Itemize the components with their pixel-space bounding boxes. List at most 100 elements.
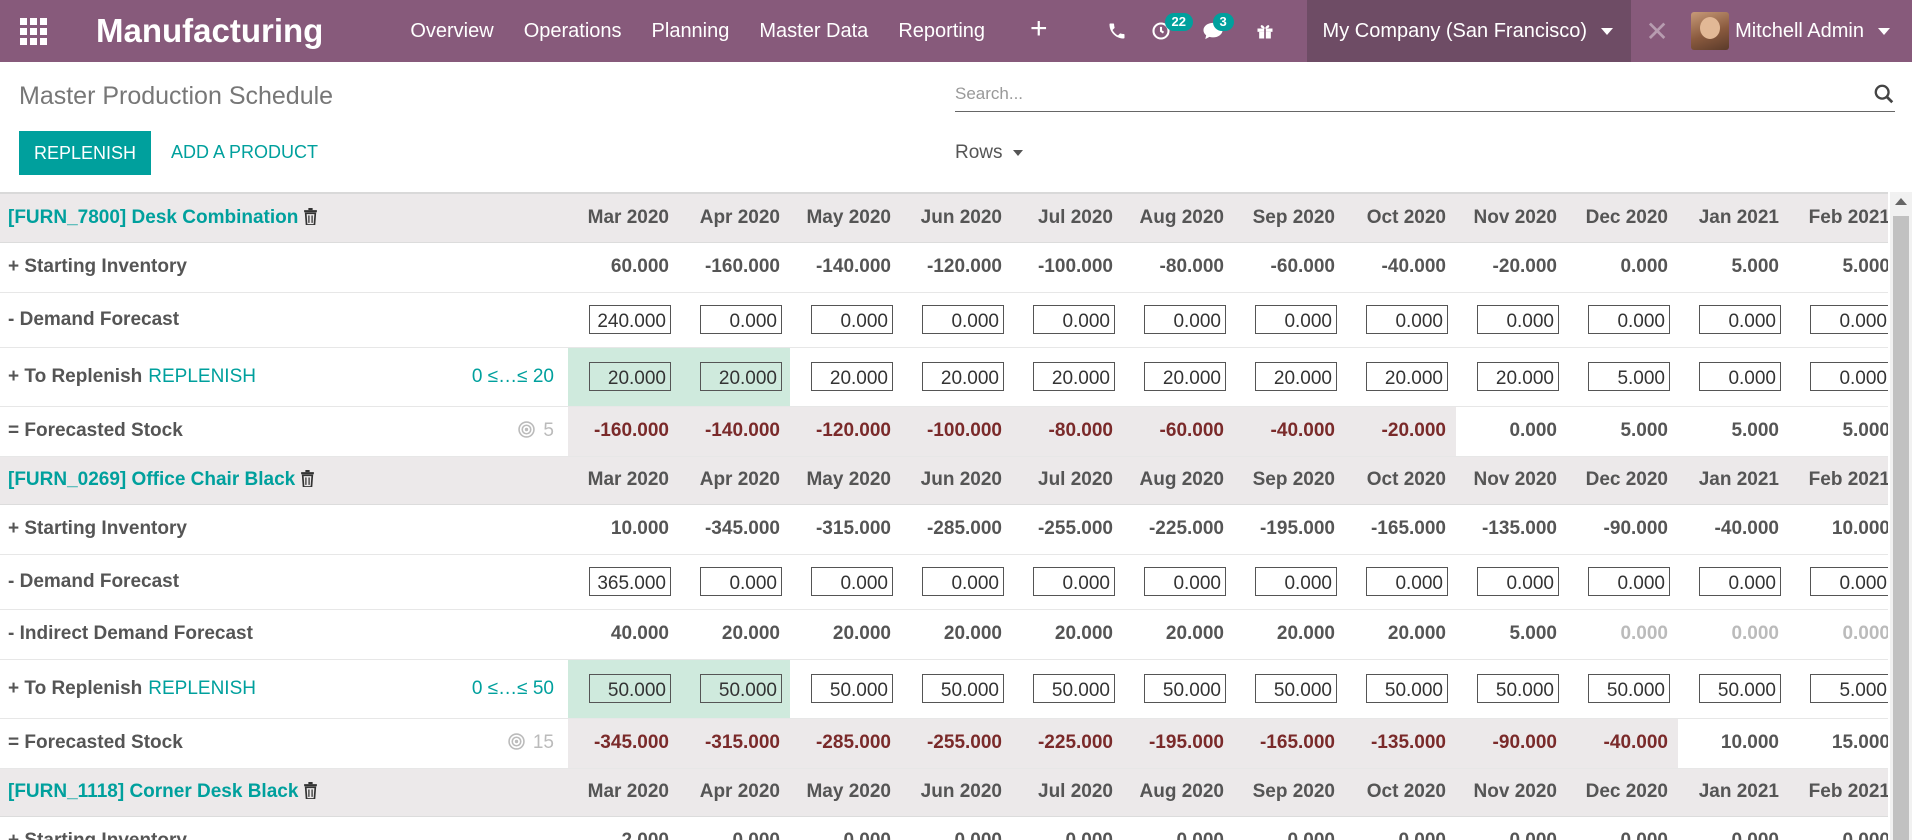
demand-forecast-input[interactable] <box>1588 305 1670 334</box>
product-name-link[interactable]: [FURN_7800] Desk Combination <box>8 206 299 228</box>
product-name-link[interactable]: [FURN_1118] Corner Desk Black <box>8 781 299 802</box>
to-replenish-input[interactable] <box>1366 362 1448 391</box>
forecasted-stock-cell: -40.000 <box>1234 406 1345 457</box>
product-name-link[interactable]: [FURN_0269] Office Chair Black <box>8 469 296 490</box>
demand-forecast-input[interactable] <box>922 567 1004 596</box>
month-header: Aug 2020 <box>1123 456 1234 505</box>
to-replenish-input[interactable] <box>1699 674 1781 703</box>
demand-forecast-input[interactable] <box>1477 305 1559 334</box>
safety-stock: 5 <box>518 420 554 442</box>
starting-inventory-cell: 10.000 <box>1789 504 1888 555</box>
to-replenish-input[interactable] <box>811 362 893 391</box>
to-replenish-input[interactable] <box>1144 674 1226 703</box>
demand-forecast-input[interactable] <box>1144 567 1226 596</box>
to-replenish-input[interactable] <box>1477 674 1559 703</box>
vertical-scrollbar[interactable] <box>1890 192 1912 840</box>
forecasted-stock-cell: -225.000 <box>1012 718 1123 769</box>
demand-forecast-input[interactable] <box>1477 567 1559 596</box>
editable-cell <box>679 554 790 610</box>
to-replenish-input[interactable] <box>811 674 893 703</box>
demand-forecast-input[interactable] <box>1810 567 1888 596</box>
demand-forecast-input[interactable] <box>1588 567 1670 596</box>
menu-planning[interactable]: Planning <box>651 19 730 42</box>
to-replenish-input[interactable] <box>1588 362 1670 391</box>
search-input[interactable] <box>955 78 1835 110</box>
to-replenish-input[interactable] <box>1699 362 1781 391</box>
search-icon[interactable] <box>1873 83 1895 105</box>
to-replenish-input[interactable] <box>700 362 782 391</box>
messages-icon[interactable]: 3 <box>1183 0 1243 62</box>
to-replenish-input[interactable] <box>1033 362 1115 391</box>
gift-icon[interactable] <box>1243 0 1287 62</box>
demand-forecast-input[interactable] <box>1033 567 1115 596</box>
menu-master-data[interactable]: Master Data <box>759 19 869 42</box>
starting-inventory-row: + Starting Inventory 10.000 -345.000 -315.0… <box>0 504 1888 555</box>
to-replenish-input[interactable] <box>1477 362 1559 391</box>
to-replenish-input[interactable] <box>589 362 671 391</box>
to-replenish-input[interactable] <box>589 674 671 703</box>
min-max-bounds[interactable]: 0 ≤…≤ 50 <box>471 677 554 699</box>
user-menu[interactable]: Mitchell Admin <box>1683 0 1912 62</box>
to-replenish-input[interactable] <box>1144 362 1226 391</box>
to-replenish-input[interactable] <box>1255 674 1337 703</box>
demand-forecast-input[interactable] <box>1144 305 1226 334</box>
scroll-thumb[interactable] <box>1893 216 1909 840</box>
row-replenish-link[interactable]: REPLENISH <box>148 365 256 387</box>
activity-clock-icon[interactable]: 22 <box>1139 0 1193 62</box>
phone-icon[interactable] <box>1095 0 1139 62</box>
replenish-button[interactable]: REPLENISH <box>19 131 151 175</box>
add-product-button[interactable]: ADD A PRODUCT <box>171 142 319 162</box>
apps-menu-icon[interactable] <box>0 0 66 62</box>
menu-overview[interactable]: Overview <box>410 19 494 42</box>
to-replenish-input[interactable] <box>1810 362 1888 391</box>
menu-reporting[interactable]: Reporting <box>898 19 986 42</box>
indirect-demand-cell: 0.000 <box>1567 609 1678 660</box>
demand-forecast-input[interactable] <box>1366 305 1448 334</box>
to-replenish-input[interactable] <box>1033 674 1115 703</box>
company-switcher[interactable]: My Company (San Francisco) <box>1306 0 1632 62</box>
demand-forecast-input[interactable] <box>700 305 782 334</box>
demand-forecast-input[interactable] <box>1255 305 1337 334</box>
trash-icon[interactable] <box>303 782 318 799</box>
forecasted-stock-cell: 15.000 <box>1789 718 1888 769</box>
to-replenish-input[interactable] <box>922 674 1004 703</box>
mps-table: [FURN_7800] Desk Combination Mar 2020 Apr … <box>0 194 1888 840</box>
app-title[interactable]: Manufacturing <box>96 12 324 49</box>
demand-forecast-input[interactable] <box>1033 305 1115 334</box>
demand-forecast-input[interactable] <box>1366 567 1448 596</box>
demand-forecast-input[interactable] <box>1255 567 1337 596</box>
demand-forecast-input[interactable] <box>811 567 893 596</box>
starting-inventory-cell: 0.000 <box>1123 816 1234 840</box>
close-x-icon[interactable]: ✕ <box>1645 15 1669 47</box>
demand-forecast-input[interactable] <box>700 567 782 596</box>
row-replenish-link[interactable]: REPLENISH <box>148 677 256 699</box>
to-replenish-input[interactable] <box>1810 674 1888 703</box>
to-replenish-input[interactable] <box>700 674 782 703</box>
month-header: Feb 2021 <box>1789 456 1888 505</box>
indirect-demand-cell: 20.000 <box>901 609 1012 660</box>
demand-forecast-input[interactable] <box>589 567 671 596</box>
to-replenish-input[interactable] <box>1588 674 1670 703</box>
to-replenish-input[interactable] <box>1255 362 1337 391</box>
menu-operations[interactable]: Operations <box>523 19 622 42</box>
editable-cell <box>1123 659 1234 719</box>
scroll-up-icon[interactable] <box>1895 198 1907 205</box>
to-replenish-input[interactable] <box>1366 674 1448 703</box>
demand-forecast-input[interactable] <box>589 305 671 334</box>
demand-forecast-input[interactable] <box>1699 567 1781 596</box>
trash-icon[interactable] <box>303 207 318 225</box>
min-max-bounds[interactable]: 0 ≤…≤ 20 <box>471 365 554 387</box>
demand-forecast-input[interactable] <box>1810 305 1888 334</box>
demand-forecast-input[interactable] <box>811 305 893 334</box>
safety-stock: 15 <box>508 732 554 754</box>
add-menu-plus-icon[interactable]: + <box>1030 12 1048 45</box>
demand-forecast-input[interactable] <box>922 305 1004 334</box>
rows-dropdown[interactable]: Rows <box>955 142 1023 164</box>
demand-forecast-row: - Demand Forecast <box>0 292 1888 348</box>
page-title: Master Production Schedule <box>19 82 334 110</box>
month-header: Dec 2020 <box>1567 194 1678 243</box>
to-replenish-input[interactable] <box>922 362 1004 391</box>
trash-icon[interactable] <box>300 470 315 487</box>
demand-forecast-input[interactable] <box>1699 305 1781 334</box>
editable-cell <box>679 292 790 348</box>
